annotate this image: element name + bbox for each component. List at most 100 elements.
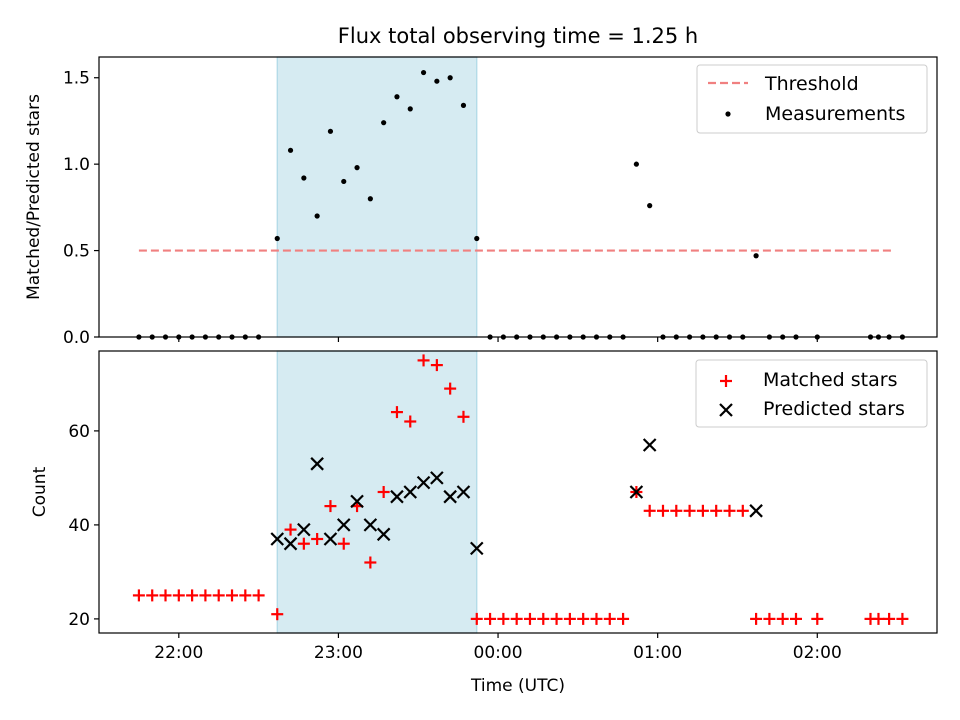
ratio-y-tick-label: 0.0 (63, 328, 90, 348)
ratio-x-ticks (178, 337, 818, 342)
matched-star-point (603, 612, 616, 625)
matched-star-point (683, 504, 696, 517)
x-tick-label: 02:00 (793, 643, 842, 663)
matched-star-point (271, 608, 284, 621)
predicted-star-point (350, 494, 364, 509)
matched-star-point (883, 612, 896, 625)
matched-star-point (656, 504, 669, 517)
matched-star-point (146, 589, 159, 602)
matched-star-point (510, 612, 523, 625)
matched-points-layer (132, 354, 909, 625)
matched-star-point (590, 612, 603, 625)
matched-star-point (577, 612, 590, 625)
predicted-star-point (629, 485, 644, 499)
legend-matched-swatch (720, 375, 732, 387)
matched-star-point (763, 612, 776, 625)
ratio-panel: 0.0 0.5 1.0 1.5 Matched/Predicted stars Thr… (24, 56, 938, 348)
predicted-star-point (642, 438, 657, 452)
matched-star-point (186, 589, 199, 602)
matched-star-point (497, 612, 510, 625)
measurement-point (753, 253, 759, 259)
matched-star-point (324, 500, 337, 513)
count-y-tick-label: 40 (68, 516, 90, 536)
count-legend-box (695, 359, 928, 428)
predicted-points-layer (270, 438, 763, 556)
matched-star-point (736, 504, 749, 517)
predicted-star-point (270, 532, 285, 546)
count-y-axis-label: Count (30, 466, 50, 517)
matched-star-point (159, 589, 172, 602)
matched-star-point (811, 612, 824, 625)
measurement-point (460, 102, 467, 108)
ratio-y-tick-label: 1.5 (63, 69, 90, 89)
ratio-y-axis-label: Matched/Predicted stars (24, 94, 44, 300)
matched-star-point (670, 504, 683, 517)
matched-star-point (417, 354, 430, 367)
x-tick-label: 22:00 (154, 643, 203, 663)
matched-star-point (523, 612, 536, 625)
matched-star-point (364, 556, 377, 569)
ratio-highlight-span (276, 56, 478, 338)
matched-star-point (444, 382, 457, 395)
count-y-tick-label: 60 (68, 422, 90, 442)
chart-title: Flux total observing time = 1.25 h (338, 24, 698, 48)
matched-star-point (643, 504, 656, 517)
measurement-point (633, 161, 639, 167)
matched-star-point (872, 612, 885, 625)
matched-star-point (199, 589, 212, 602)
measurement-point (301, 175, 307, 181)
measurement-point (474, 235, 480, 242)
matched-star-point (404, 415, 417, 428)
measurement-point (274, 235, 280, 242)
count-legend: Matched stars Predicted stars (695, 359, 928, 428)
matched-star-point (457, 410, 470, 423)
legend-measurements-swatch (725, 111, 731, 117)
predicted-star-point (376, 527, 391, 542)
predicted-star-point (430, 471, 444, 485)
top-highlight-layer (276, 56, 478, 338)
ratio-y-tick-label: 1.0 (63, 155, 90, 175)
x-tick-label: 00:00 (474, 643, 523, 663)
matched-star-point (390, 406, 403, 419)
measurement-point (354, 165, 360, 171)
measurement-point (314, 213, 320, 219)
measurement-point (407, 106, 413, 112)
matched-star-point (696, 504, 709, 517)
x-tick-label: 01:00 (633, 643, 682, 663)
measurement-point (420, 69, 427, 76)
matched-star-point (563, 612, 576, 625)
legend-measurements-label: Measurements (765, 103, 905, 125)
legend-predicted-swatch (719, 403, 733, 417)
predicted-star-point (283, 536, 298, 551)
predicted-star-point (310, 457, 324, 471)
predicted-star-point (403, 485, 418, 499)
matched-star-point (470, 612, 483, 625)
matched-star-point (132, 589, 145, 602)
measurement-point (327, 128, 334, 134)
matched-star-point (226, 589, 239, 602)
predicted-star-point (363, 518, 378, 532)
count-panel-frame (98, 350, 938, 634)
matched-star-point (311, 533, 324, 545)
measurement-point (647, 203, 653, 209)
measurement-point (341, 178, 347, 185)
count-y-tick-label: 20 (68, 610, 90, 630)
ratio-y-tick-label: 0.5 (63, 242, 90, 262)
predicted-star-point (336, 518, 351, 532)
matched-star-point (252, 589, 265, 602)
matched-star-point (790, 612, 803, 625)
measurement-point (287, 147, 294, 153)
predicted-star-point (323, 532, 338, 546)
predicted-star-point (469, 541, 484, 556)
predicted-star-point (390, 489, 404, 504)
legend-threshold-label: Threshold (764, 73, 859, 95)
measurement-point (394, 94, 400, 100)
matched-star-point (172, 589, 185, 602)
matched-star-point (284, 523, 297, 536)
ratio-panel-frame (98, 56, 938, 338)
matched-star-point (212, 589, 225, 602)
ratio-y-ticks: 0.0 0.5 1.0 1.5 (63, 69, 99, 348)
ratio-legend-box (696, 64, 928, 134)
predicted-star-point (749, 504, 763, 518)
